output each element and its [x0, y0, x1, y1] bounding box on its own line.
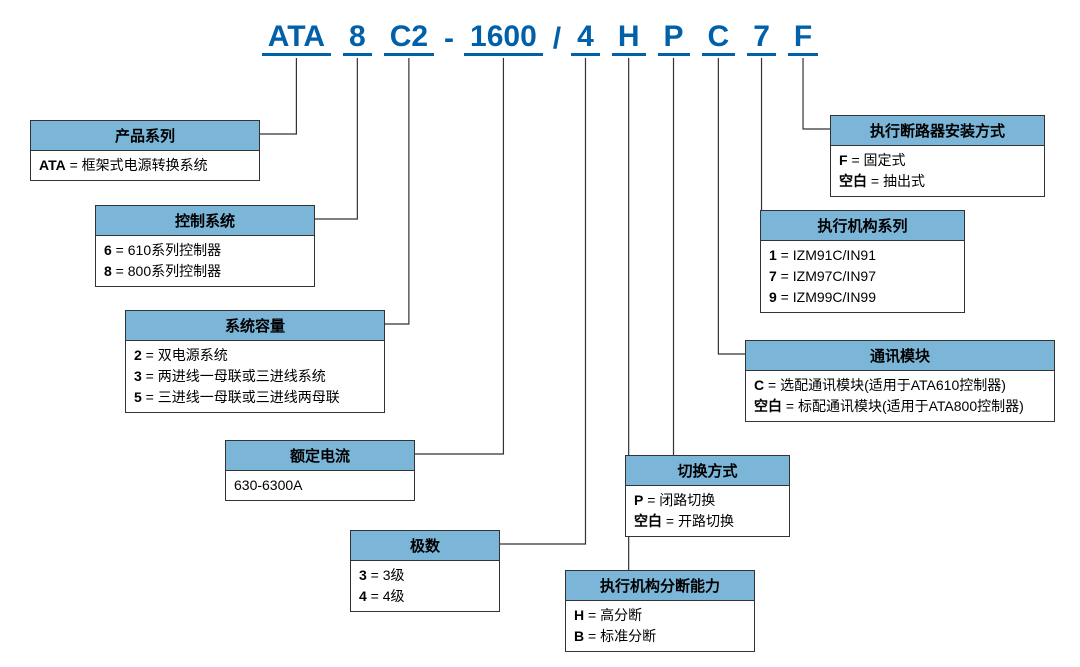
- box-line: 3 = 两进线一母联或三进线系统: [134, 366, 376, 387]
- code-segment-ata: ATA: [262, 20, 331, 56]
- box-title: 通讯模块: [746, 341, 1054, 371]
- code-separator: /: [549, 22, 565, 56]
- desc-box-b8: 执行机构系列1 = IZM91C/IN917 = IZM97C/IN979 = …: [760, 210, 965, 313]
- desc-box-b6: 切换方式P = 闭路切换空白 = 开路切换: [625, 455, 790, 537]
- box-title: 执行断路器安装方式: [831, 116, 1044, 146]
- box-line: 4 = 4级: [359, 586, 491, 607]
- code-segment-p: P: [658, 20, 690, 56]
- box-line: C = 选配通讯模块(适用于ATA610控制器): [754, 375, 1046, 396]
- box-line: H = 高分断: [574, 605, 746, 626]
- box-line: 空白 = 标配通讯模块(适用于ATA800控制器): [754, 396, 1046, 417]
- code-segment-h: H: [612, 20, 646, 56]
- box-body: H = 高分断B = 标准分断: [566, 601, 754, 651]
- box-line: 7 = IZM97C/IN97: [769, 266, 956, 287]
- box-line: P = 闭路切换: [634, 490, 781, 511]
- desc-box-b5: 执行机构分断能力H = 高分断B = 标准分断: [565, 570, 755, 652]
- box-line: 1 = IZM91C/IN91: [769, 245, 956, 266]
- box-line: 空白 = 开路切换: [634, 511, 781, 532]
- code-separator: -: [440, 22, 458, 56]
- desc-box-b7: 通讯模块C = 选配通讯模块(适用于ATA610控制器)空白 = 标配通讯模块(…: [745, 340, 1055, 422]
- code-segment-1600: 1600: [464, 20, 543, 56]
- box-line: 3 = 3级: [359, 565, 491, 586]
- box-body: 2 = 双电源系统3 = 两进线一母联或三进线系统5 = 三进线一母联或三进线两…: [126, 341, 384, 412]
- box-title: 执行机构系列: [761, 211, 964, 241]
- desc-box-b9: 执行断路器安装方式F = 固定式空白 = 抽出式: [830, 115, 1045, 197]
- box-title: 切换方式: [626, 456, 789, 486]
- box-title: 控制系统: [96, 206, 314, 236]
- code-segment-f: F: [788, 20, 818, 56]
- box-body: P = 闭路切换空白 = 开路切换: [626, 486, 789, 536]
- box-line: 9 = IZM99C/IN99: [769, 287, 956, 308]
- desc-box-b2: 系统容量2 = 双电源系统3 = 两进线一母联或三进线系统5 = 三进线一母联或…: [125, 310, 385, 413]
- code-segment-c: C: [702, 20, 736, 56]
- desc-box-b0: 产品系列 ATA = 框架式电源转换系统: [30, 120, 260, 181]
- box-line: 6 = 610系列控制器: [104, 240, 306, 261]
- box-body: C = 选配通讯模块(适用于ATA610控制器)空白 = 标配通讯模块(适用于A…: [746, 371, 1054, 421]
- box-line: F = 固定式: [839, 150, 1036, 171]
- code-segment-c2: C2: [384, 20, 434, 56]
- box-body: ATA = 框架式电源转换系统: [31, 151, 259, 180]
- desc-box-b3: 额定电流 630-6300A: [225, 440, 415, 501]
- desc-box-b4: 极数3 = 3级4 = 4级: [350, 530, 500, 612]
- box-title: 产品系列: [31, 121, 259, 151]
- box-body: 1 = IZM91C/IN917 = IZM97C/IN979 = IZM99C…: [761, 241, 964, 312]
- box-line: ATA = 框架式电源转换系统: [39, 155, 251, 176]
- box-line: 5 = 三进线一母联或三进线两母联: [134, 387, 376, 408]
- box-line: B = 标准分断: [574, 626, 746, 647]
- code-segment-4: 4: [571, 20, 600, 56]
- box-title: 系统容量: [126, 311, 384, 341]
- box-line: 2 = 双电源系统: [134, 345, 376, 366]
- product-code-row: ATA 8 C2-1600/4HPC7F: [0, 20, 1080, 56]
- desc-box-b1: 控制系统6 = 610系列控制器8 = 800系列控制器: [95, 205, 315, 287]
- box-body: 3 = 3级4 = 4级: [351, 561, 499, 611]
- box-body: 630-6300A: [226, 471, 414, 500]
- box-line: 空白 = 抽出式: [839, 171, 1036, 192]
- box-body: F = 固定式空白 = 抽出式: [831, 146, 1044, 196]
- box-title: 极数: [351, 531, 499, 561]
- box-title: 额定电流: [226, 441, 414, 471]
- code-segment-7: 7: [747, 20, 776, 56]
- box-title: 执行机构分断能力: [566, 571, 754, 601]
- box-body: 6 = 610系列控制器8 = 800系列控制器: [96, 236, 314, 286]
- box-line: 8 = 800系列控制器: [104, 261, 306, 282]
- code-segment-8: 8: [343, 20, 372, 56]
- box-line: 630-6300A: [234, 475, 406, 496]
